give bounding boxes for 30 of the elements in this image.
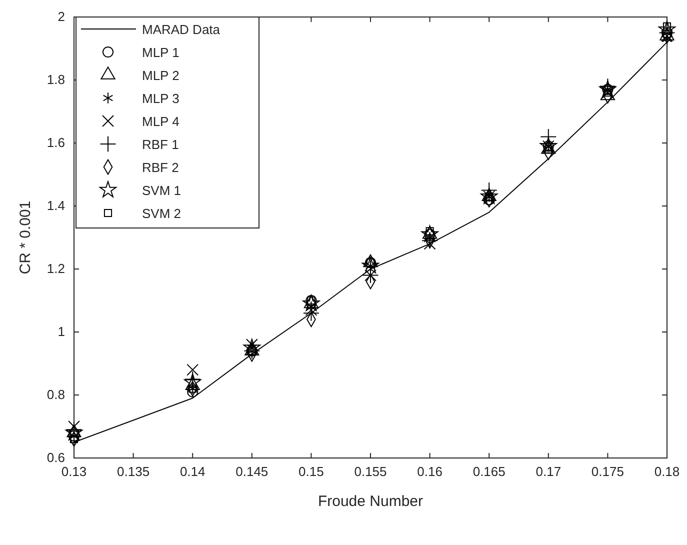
x-tick-label: 0.175	[591, 464, 624, 480]
y-tick-label: 1	[58, 324, 65, 340]
x-axis-title: Froude Number	[318, 493, 424, 510]
x-tick-label: 0.13	[61, 464, 87, 480]
x-tick-label: 0.14	[180, 464, 206, 480]
legend-label: SVM 1	[142, 183, 182, 198]
x-tick-label: 0.17	[536, 464, 562, 480]
y-tick-label: 1.2	[46, 261, 65, 276]
legend-label: MLP 1	[142, 45, 180, 60]
legend-label: MLP 2	[142, 68, 180, 83]
y-tick-label: 1.6	[46, 135, 65, 150]
x-tick-label: 0.18	[654, 464, 680, 480]
legend-label: RBF 1	[142, 137, 179, 152]
y-axis-title: CR * 0.001	[17, 200, 34, 274]
legend-label: SVM 2	[142, 206, 182, 221]
x-tick-label: 0.16	[417, 464, 442, 480]
x-tick-label: 0.135	[117, 464, 150, 480]
x-tick-label: 0.165	[472, 464, 506, 480]
x-tick-label: 0.145	[236, 464, 268, 480]
x-tick-label: 0.15	[298, 464, 324, 480]
y-tick-label: 1.8	[46, 72, 65, 88]
x-tick-label: 0.155	[354, 464, 387, 480]
y-tick-label: 1.4	[46, 198, 65, 214]
y-tick-label: 0.6	[46, 450, 65, 466]
legend-label: MARAD Data	[142, 22, 221, 37]
y-tick-label: 2	[58, 9, 65, 24]
legend-label: MLP 3	[142, 91, 180, 106]
legend-label: RBF 2	[142, 160, 179, 175]
legend-label: MLP 4	[142, 114, 180, 129]
y-tick-label: 0.8	[46, 387, 65, 402]
